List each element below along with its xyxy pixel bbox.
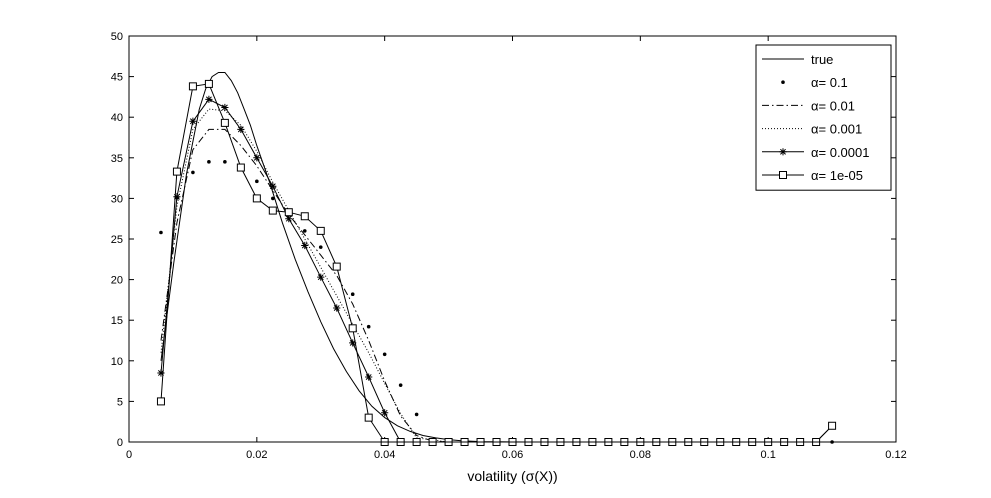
y-tick-label: 5 [117, 396, 123, 408]
x-tick-label: 0.12 [885, 449, 906, 461]
data-point [398, 383, 403, 387]
data-point [332, 262, 341, 271]
data-point [220, 118, 229, 127]
data-point [333, 304, 341, 312]
series-line [160, 108, 833, 443]
data-point [301, 241, 309, 250]
y-tick-label: 30 [111, 193, 123, 205]
legend-marker [781, 80, 785, 84]
x-tick-label: 0.1 [761, 449, 776, 461]
data-point [271, 196, 275, 201]
series-4 [160, 108, 833, 443]
data-point [223, 160, 227, 164]
legend-label: α= 1e-05 [811, 168, 863, 183]
axes-box [128, 35, 897, 443]
data-point [316, 226, 325, 235]
data-point [236, 163, 245, 172]
data-point [300, 212, 309, 221]
data-point [188, 82, 197, 91]
x-axis-label: volatility (σ(X)) [467, 468, 557, 484]
data-point [255, 179, 259, 184]
data-point [382, 352, 387, 357]
data-point [364, 413, 373, 422]
data-point [204, 79, 213, 88]
legend-label: α= 0.1 [811, 75, 848, 90]
data-point [157, 369, 165, 377]
legend-label: α= 0.01 [811, 98, 855, 113]
y-tick-label: 25 [111, 234, 123, 246]
data-point [381, 409, 389, 417]
legend-label: α= 0.0001 [811, 145, 869, 160]
data-point [318, 245, 323, 249]
data-point [237, 125, 245, 133]
data-point [414, 412, 419, 417]
y-tick-label: 45 [111, 72, 123, 84]
legend-label: true [811, 52, 833, 67]
data-point [828, 421, 837, 430]
data-point [365, 373, 373, 381]
data-point [156, 397, 165, 406]
y-tick-label: 20 [111, 275, 123, 287]
data-point [285, 215, 293, 223]
data-point [366, 324, 371, 329]
legend: true α= 0.1 α= 0.01 α= 0.001 α= 0.0001 α= 1e-… [755, 44, 892, 191]
legend-box [755, 44, 892, 191]
x-tick-label: 0.06 [502, 449, 523, 461]
data-point [173, 193, 181, 201]
y-tick-label: 35 [111, 153, 123, 165]
data-point [302, 229, 307, 233]
x-tick-label: 0.08 [630, 449, 651, 461]
x-tick-label: 0.02 [246, 449, 267, 461]
data-point [189, 117, 197, 125]
x-tick-label: 0 [126, 449, 132, 461]
data-point [269, 182, 277, 190]
y-tick-label: 50 [111, 31, 123, 43]
data-point [172, 167, 181, 176]
axis-ticks: 0 0.02 0.04 0.06 0.08 0.1 0.12 0 5 10 15 20 25 30 35 40… [111, 31, 907, 461]
data-point [350, 292, 355, 297]
data-point [207, 160, 211, 164]
data-point [317, 273, 325, 281]
data-point [284, 208, 293, 217]
y-tick-label: 10 [111, 356, 123, 368]
x-tick-label: 0.04 [374, 449, 395, 461]
data-point [191, 170, 195, 175]
y-tick-label: 15 [111, 315, 123, 327]
legend-marker [779, 148, 787, 156]
data-point [252, 194, 261, 203]
legend-label: α= 0.001 [811, 122, 862, 137]
data-point [349, 339, 357, 347]
data-point [221, 103, 229, 112]
data-point [348, 324, 357, 333]
legend-marker [779, 171, 787, 179]
y-tick-label: 40 [111, 112, 123, 124]
data-point [253, 154, 261, 162]
data-point [268, 206, 277, 215]
data-point [159, 230, 163, 235]
data-point [205, 95, 213, 103]
y-tick-label: 0 [117, 437, 123, 449]
